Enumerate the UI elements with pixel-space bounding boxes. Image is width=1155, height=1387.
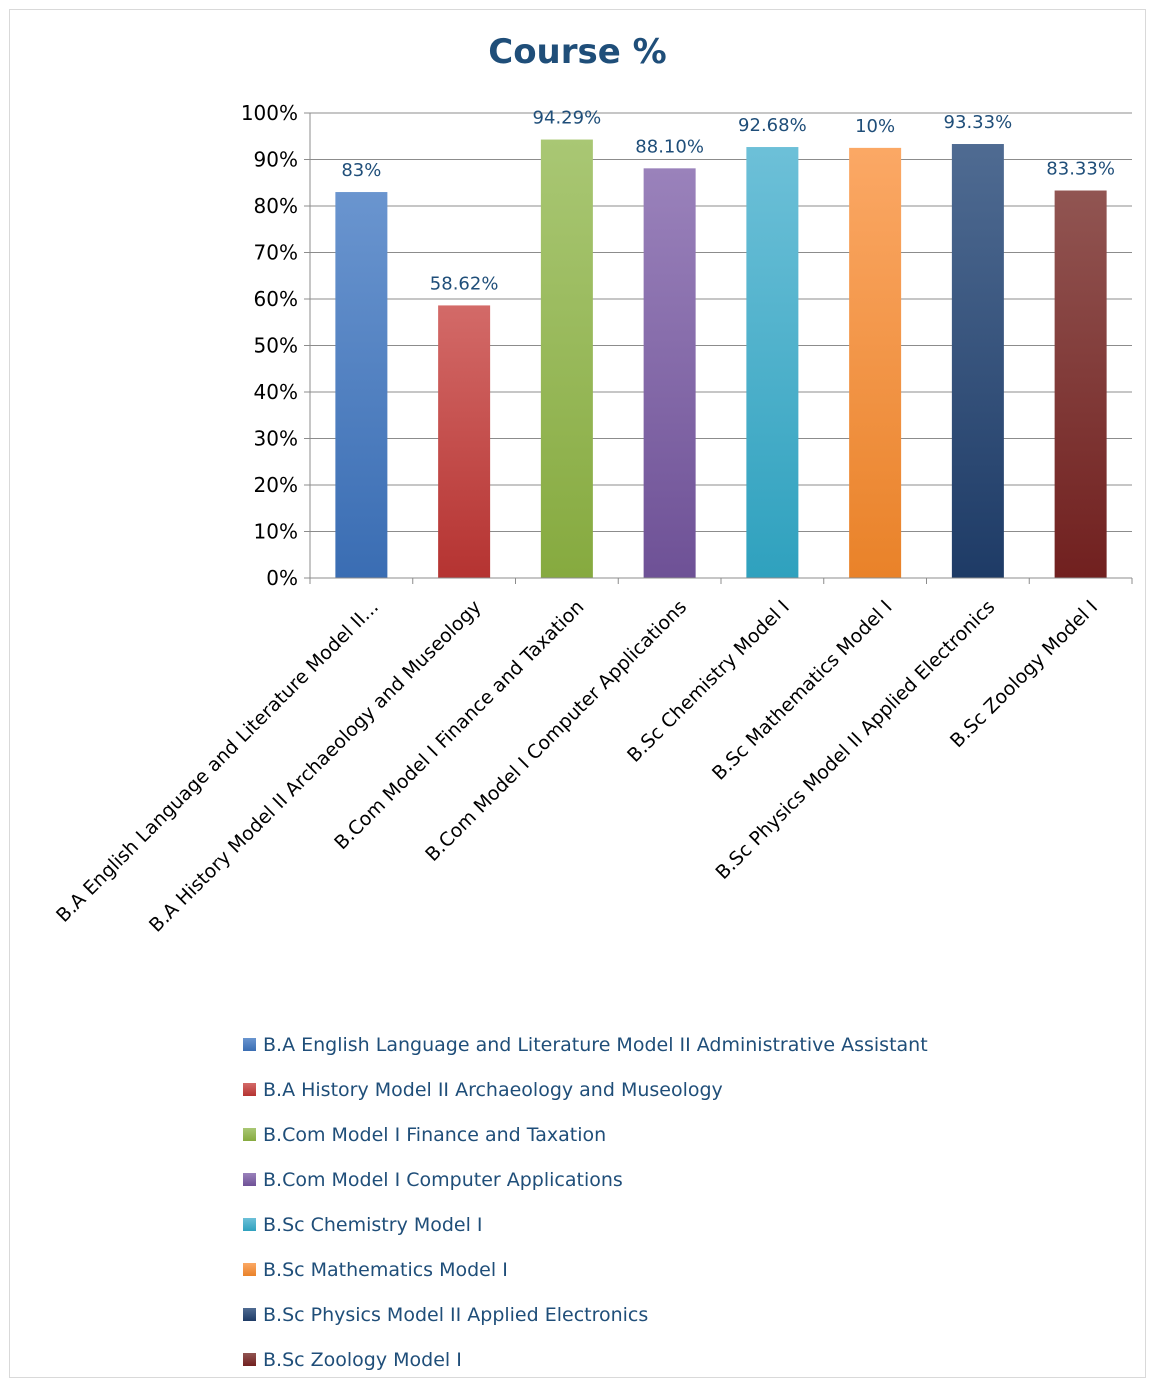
bar: [643, 168, 696, 578]
legend-entry: B.Sc Physics Model II Applied Electronic…: [243, 1292, 928, 1337]
legend-entry: B.Com Model I Finance and Taxation: [243, 1112, 928, 1157]
y-tick-label: 60%: [254, 287, 298, 311]
legend-swatch: [243, 1263, 256, 1276]
legend-swatch: [243, 1128, 256, 1141]
y-tick-label: 50%: [254, 334, 298, 358]
legend-label: B.Sc Physics Model II Applied Electronic…: [263, 1303, 649, 1326]
bar: [438, 305, 491, 578]
y-tick-label: 80%: [254, 194, 298, 218]
y-tick-label: 0%: [266, 566, 298, 590]
y-tick-label: 30%: [254, 427, 298, 451]
bar: [849, 147, 902, 578]
legend-label: B.Com Model I Computer Applications: [263, 1168, 623, 1191]
legend-label: B.Sc Chemistry Model I: [263, 1213, 483, 1236]
x-tick-label: B.Sc Mathematics Model I: [708, 596, 897, 785]
data-label: 92.68%: [738, 115, 807, 136]
y-tick-label: 100%: [241, 101, 298, 125]
data-label: 93.33%: [944, 112, 1013, 133]
legend-entry: B.A English Language and Literature Mode…: [243, 1022, 928, 1067]
data-label: 83%: [341, 160, 381, 181]
legend-entry: B.Sc Zoology Model I: [243, 1337, 928, 1382]
bar-chart: 0%10%20%30%40%50%60%70%80%90%100%83%B.A …: [52, 101, 1133, 937]
data-label: 10%: [855, 116, 895, 137]
legend-swatch: [243, 1038, 256, 1051]
legend-entry: B.Sc Mathematics Model I: [243, 1247, 928, 1292]
bar: [951, 144, 1004, 578]
legend-label: B.Sc Mathematics Model I: [263, 1258, 508, 1281]
y-tick-label: 20%: [254, 473, 298, 497]
legend-label: B.Com Model I Finance and Taxation: [263, 1123, 607, 1146]
bar: [540, 139, 593, 578]
legend-entry: B.A History Model II Archaeology and Mus…: [243, 1067, 928, 1112]
chart-legend: B.A English Language and Literature Mode…: [243, 1022, 928, 1382]
data-label: 88.10%: [635, 136, 704, 157]
y-tick-label: 40%: [254, 380, 298, 404]
data-label: 83.33%: [1046, 159, 1115, 180]
legend-swatch: [243, 1218, 256, 1231]
legend-label: B.A History Model II Archaeology and Mus…: [263, 1078, 723, 1101]
bar: [746, 147, 799, 578]
y-tick-label: 70%: [254, 241, 298, 265]
bar: [1054, 190, 1107, 578]
legend-swatch: [243, 1173, 256, 1186]
legend-label: B.A English Language and Literature Mode…: [263, 1033, 928, 1056]
y-tick-label: 90%: [254, 148, 298, 172]
legend-swatch: [243, 1353, 256, 1366]
data-label: 58.62%: [430, 273, 499, 294]
y-tick-label: 10%: [254, 520, 298, 544]
bar: [335, 192, 388, 579]
legend-entry: B.Sc Chemistry Model I: [243, 1202, 928, 1247]
data-label: 94.29%: [533, 108, 602, 129]
chart-title: Course %: [488, 32, 667, 72]
legend-swatch: [243, 1083, 256, 1096]
legend-swatch: [243, 1308, 256, 1321]
legend-entry: B.Com Model I Computer Applications: [243, 1157, 928, 1202]
legend-label: B.Sc Zoology Model I: [263, 1348, 462, 1371]
